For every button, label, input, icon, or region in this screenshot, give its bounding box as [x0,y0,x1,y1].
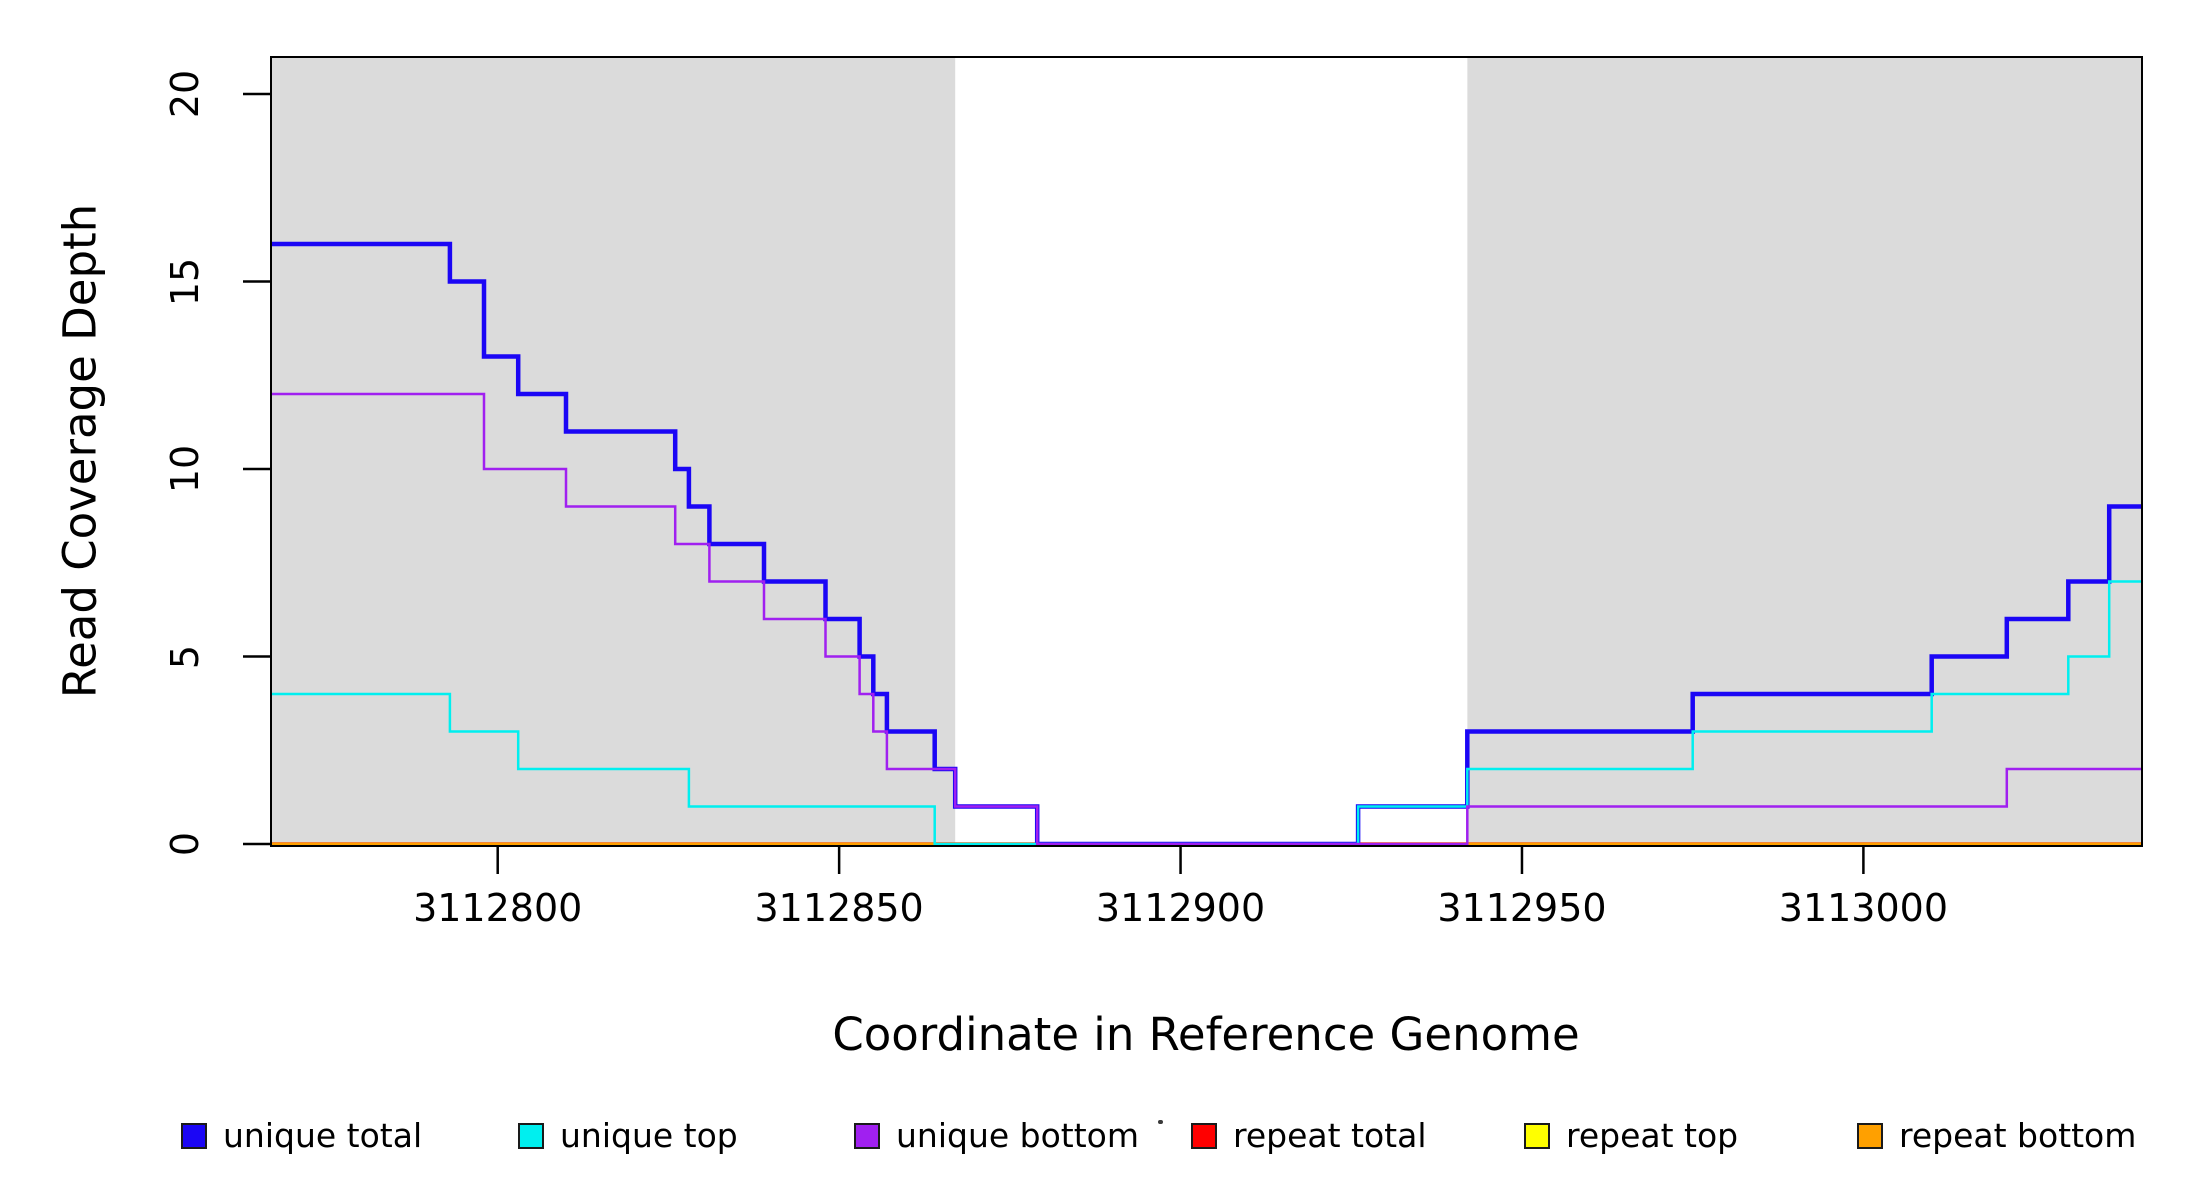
legend-label: unique total [223,1116,423,1155]
legend-swatch-unique-total [181,1122,207,1149]
x-tick-label: 3112900 [1095,886,1266,930]
series-line-unique-total [271,241,2142,847]
legend-item-unique-total: unique total [181,1116,422,1155]
plot-box [270,56,2143,847]
legend-label: repeat bottom [1899,1116,2137,1155]
legend-item-unique-top: unique top [518,1116,738,1155]
legend-item-repeat-top: repeat top [1524,1116,1738,1155]
legend-label: repeat top [1566,1116,1739,1155]
y-axis-title: Read Coverage Depth [53,203,107,699]
x-tick-label: 3113000 [1778,886,1949,930]
x-tick-label: 3112850 [754,886,924,930]
series-line-unique-bottom [271,392,2142,846]
x-tick-label: 3112800 [413,886,583,930]
series-line-unique-top [271,580,2142,846]
legend-swatch-unique-bottom [854,1122,880,1149]
legend-artifact-dot [1158,1120,1163,1124]
y-tick-label: 0 [163,831,207,857]
legend-label: unique top [560,1116,738,1155]
shaded-region-1 [271,57,956,846]
legend-swatch-repeat-top [1524,1122,1550,1149]
legend-label: repeat total [1233,1116,1427,1155]
x-tick-label: 3112950 [1437,886,1607,930]
legend-swatch-unique-top [518,1122,544,1149]
legend-label: unique bottom [896,1116,1140,1155]
x-axis-title: Coordinate in Reference Genome [832,1008,1580,1061]
legend-item-unique-bottom: unique bottom [854,1116,1139,1155]
shaded-region-2 [1467,57,2142,846]
y-tick-label: 20 [163,69,207,119]
legend-item-repeat-total: repeat total [1191,1116,1427,1155]
legend-item-repeat-bottom: repeat bottom [1857,1116,2136,1155]
y-tick-label: 15 [163,257,207,306]
y-tick-label: 10 [163,444,207,494]
legend-swatch-repeat-total [1191,1122,1217,1149]
y-tick-label: 5 [163,644,207,669]
legend-swatch-repeat-bottom [1857,1122,1883,1149]
